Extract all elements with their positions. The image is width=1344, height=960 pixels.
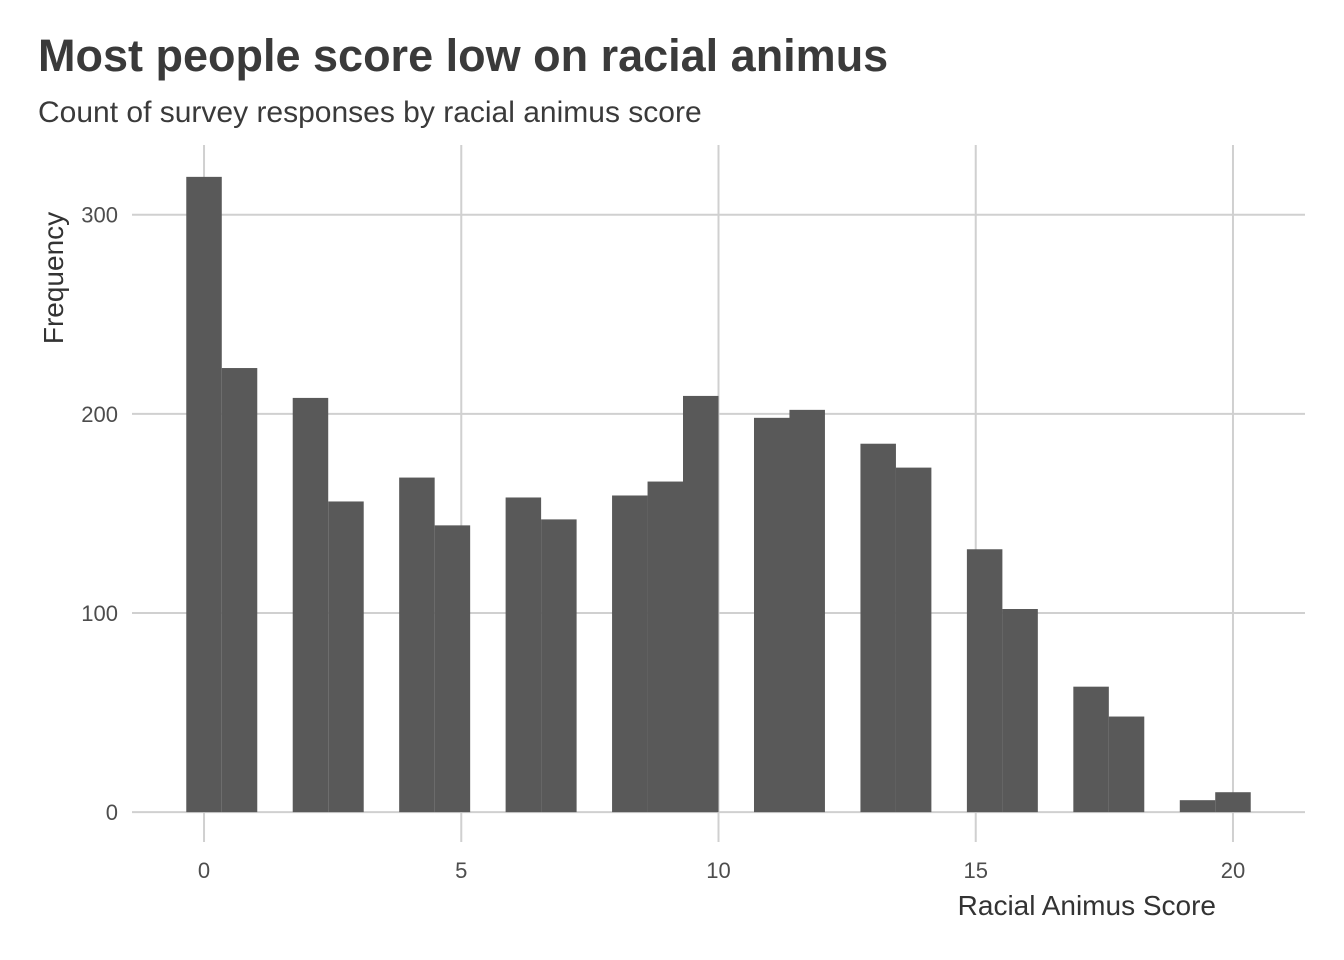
histogram-bar (1108, 716, 1145, 813)
histogram-bar (612, 495, 648, 813)
x-axis-title: Racial Animus Score (958, 890, 1216, 921)
histogram-bar (292, 397, 329, 813)
histogram-bar (399, 477, 435, 813)
x-tick-label: 5 (455, 858, 467, 883)
y-tick-label: 100 (81, 601, 118, 626)
histogram-bar (1073, 686, 1109, 813)
histogram-bar (221, 368, 258, 813)
tick-labels: 0 100 200 300 0 5 10 15 20 (81, 203, 1245, 883)
histogram-bar (1179, 800, 1216, 813)
histogram-bar (683, 395, 719, 813)
chart-title: Most people score low on racial animus (38, 30, 889, 81)
histogram-bar (1002, 609, 1038, 813)
histogram-bar (895, 467, 932, 813)
histogram-bar (328, 501, 364, 813)
histogram-bar (434, 525, 471, 813)
histogram-bar (541, 519, 577, 813)
y-tick-label: 300 (81, 203, 118, 228)
histogram-bar (860, 443, 896, 813)
y-tick-label: 0 (106, 800, 118, 825)
y-tick-label: 200 (81, 402, 118, 427)
histogram-bar (966, 549, 1003, 813)
histogram-bar (505, 497, 542, 813)
x-tick-label: 0 (198, 858, 210, 883)
chart-subtitle: Count of survey responses by racial anim… (38, 96, 702, 129)
histogram-bar (753, 417, 790, 813)
x-tick-label: 15 (963, 858, 987, 883)
histogram-bars (186, 176, 1251, 813)
histogram-bar (647, 481, 684, 813)
x-tick-label: 10 (706, 858, 730, 883)
histogram-bar (1215, 792, 1251, 813)
y-axis-title: Frequency (38, 212, 69, 344)
histogram-bar (789, 409, 825, 813)
histogram-bar (186, 176, 222, 813)
x-tick-label: 20 (1221, 858, 1245, 883)
